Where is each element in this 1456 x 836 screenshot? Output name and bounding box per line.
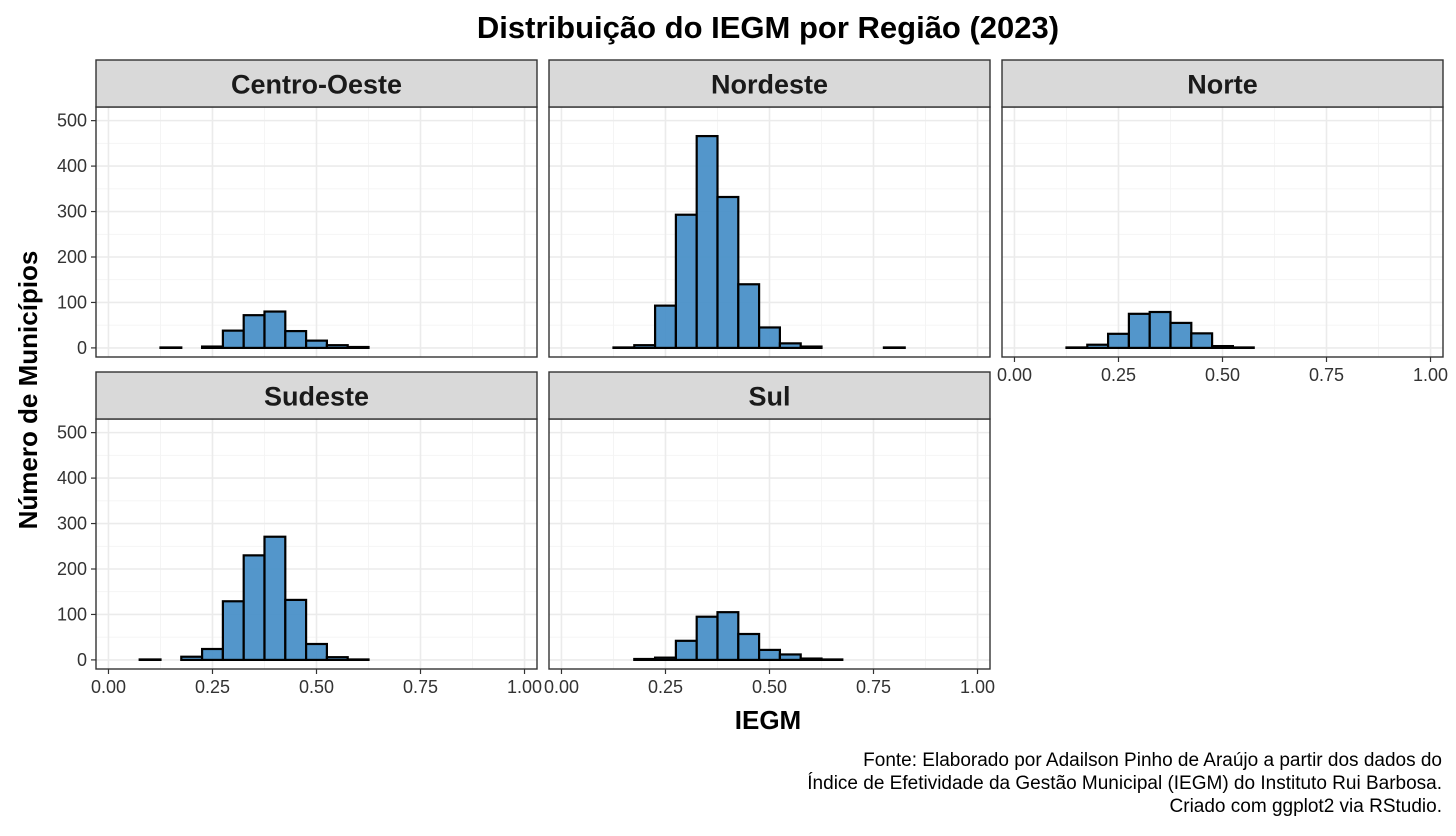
caption-line-1: Fonte: Elaborado por Adailson Pinho de A… (863, 750, 1442, 771)
caption-line-3: Criado com ggplot2 via RStudio. (1170, 796, 1442, 817)
histogram-bar (697, 617, 718, 660)
histogram-bar (738, 284, 759, 348)
histogram-bar (306, 341, 327, 348)
y-tick-label: 0 (77, 338, 87, 358)
panel-sul: Sul 0.00 0.25 0.50 0.75 1.00 (544, 372, 995, 697)
y-tick-label: 500 (57, 111, 87, 131)
y-tick-label: 300 (57, 514, 87, 534)
histogram-bar (1087, 345, 1108, 348)
x-tick-label: 0.75 (403, 677, 438, 697)
x-tick-label: 0.75 (1309, 365, 1344, 385)
panel-nordeste: Nordeste (549, 60, 990, 357)
histogram-bar (264, 537, 285, 660)
histogram-bar (1108, 334, 1129, 348)
histogram-bar (285, 600, 306, 660)
caption: Fonte: Elaborado por Adailson Pinho de A… (807, 750, 1442, 817)
histogram-bar (1150, 312, 1171, 348)
x-tick-label: 0.75 (856, 677, 891, 697)
histogram-bar (697, 136, 718, 348)
histogram-bar (202, 347, 223, 348)
histogram-bar (285, 331, 306, 348)
histogram-bar (1129, 314, 1150, 348)
y-tick-label: 100 (57, 604, 87, 624)
y-axis-title: Número de Municípios (13, 251, 43, 530)
histogram-bar (244, 555, 265, 660)
panel-sudeste: Sudeste 0 100 200 300 400 500 0.00 0.25 0.50 0.75 1… (57, 372, 542, 697)
histogram-bar (327, 345, 348, 348)
y-tick-label: 200 (57, 247, 87, 267)
y-tick-label: 0 (77, 650, 87, 670)
histogram-bar (181, 657, 202, 660)
histogram-bar (634, 659, 655, 660)
histogram-bar (801, 659, 822, 660)
histogram-bar (676, 215, 697, 348)
y-tick-label: 400 (57, 468, 87, 488)
y-tick-label: 400 (57, 156, 87, 176)
histogram-bar (780, 343, 801, 348)
histogram-bar (244, 315, 265, 348)
histogram-bar (348, 347, 369, 348)
facet-strip-label: Sul (748, 382, 790, 412)
x-tick-label: 0.00 (544, 677, 579, 697)
x-tick-label: 0.50 (1205, 365, 1240, 385)
histogram-bar (655, 658, 676, 660)
x-axis-title: IEGM (735, 705, 801, 735)
histogram-bar (327, 657, 348, 660)
x-tick-label: 0.25 (195, 677, 230, 697)
histogram-bar (801, 347, 822, 348)
x-tick-label: 0.50 (752, 677, 787, 697)
x-tick-label: 0.25 (648, 677, 683, 697)
histogram-bar (634, 345, 655, 348)
x-tick-label: 1.00 (1413, 365, 1448, 385)
chart-title: Distribuição do IEGM por Região (2023) (477, 10, 1059, 45)
panel-centro-oeste: Centro-Oeste 0 100 200 300 400 500 (57, 60, 537, 358)
histogram-bar (306, 644, 327, 660)
histogram-bar (759, 650, 780, 660)
histogram-bar (717, 612, 738, 660)
histogram-bar (717, 197, 738, 348)
x-tick-label: 1.00 (507, 677, 542, 697)
histogram-bar (223, 601, 244, 660)
histogram-bar (1170, 323, 1191, 348)
facet-strip-label: Nordeste (711, 70, 828, 100)
histogram-bar (738, 634, 759, 660)
histogram-bar (1212, 346, 1233, 348)
y-tick-label: 500 (57, 423, 87, 443)
histogram-bar (223, 331, 244, 348)
y-tick-label: 300 (57, 202, 87, 222)
histogram-bar (780, 654, 801, 659)
x-tick-label: 0.50 (299, 677, 334, 697)
histogram-bar (264, 312, 285, 348)
caption-line-2: Índice de Efetividade da Gestão Municipa… (807, 773, 1442, 794)
facet-panels: Centro-Oeste 0 100 200 300 400 500 Nordeste Nort… (57, 60, 1448, 697)
facet-strip-label: Sudeste (264, 382, 369, 412)
x-tick-label: 0.00 (997, 365, 1032, 385)
histogram-bar (655, 306, 676, 348)
histogram-bar (676, 641, 697, 660)
y-tick-label: 200 (57, 559, 87, 579)
x-tick-label: 1.00 (960, 677, 995, 697)
y-tick-label: 100 (57, 292, 87, 312)
x-tick-label: 0.00 (91, 677, 126, 697)
facet-strip-label: Centro-Oeste (231, 70, 402, 100)
histogram-bar (759, 327, 780, 347)
facet-strip-label: Norte (1187, 70, 1258, 100)
histogram-bar (1191, 333, 1212, 348)
x-tick-label: 0.25 (1101, 365, 1136, 385)
panel-norte: Norte 0.00 0.25 0.50 0.75 1.00 (997, 60, 1448, 385)
histogram-bar (202, 649, 223, 660)
